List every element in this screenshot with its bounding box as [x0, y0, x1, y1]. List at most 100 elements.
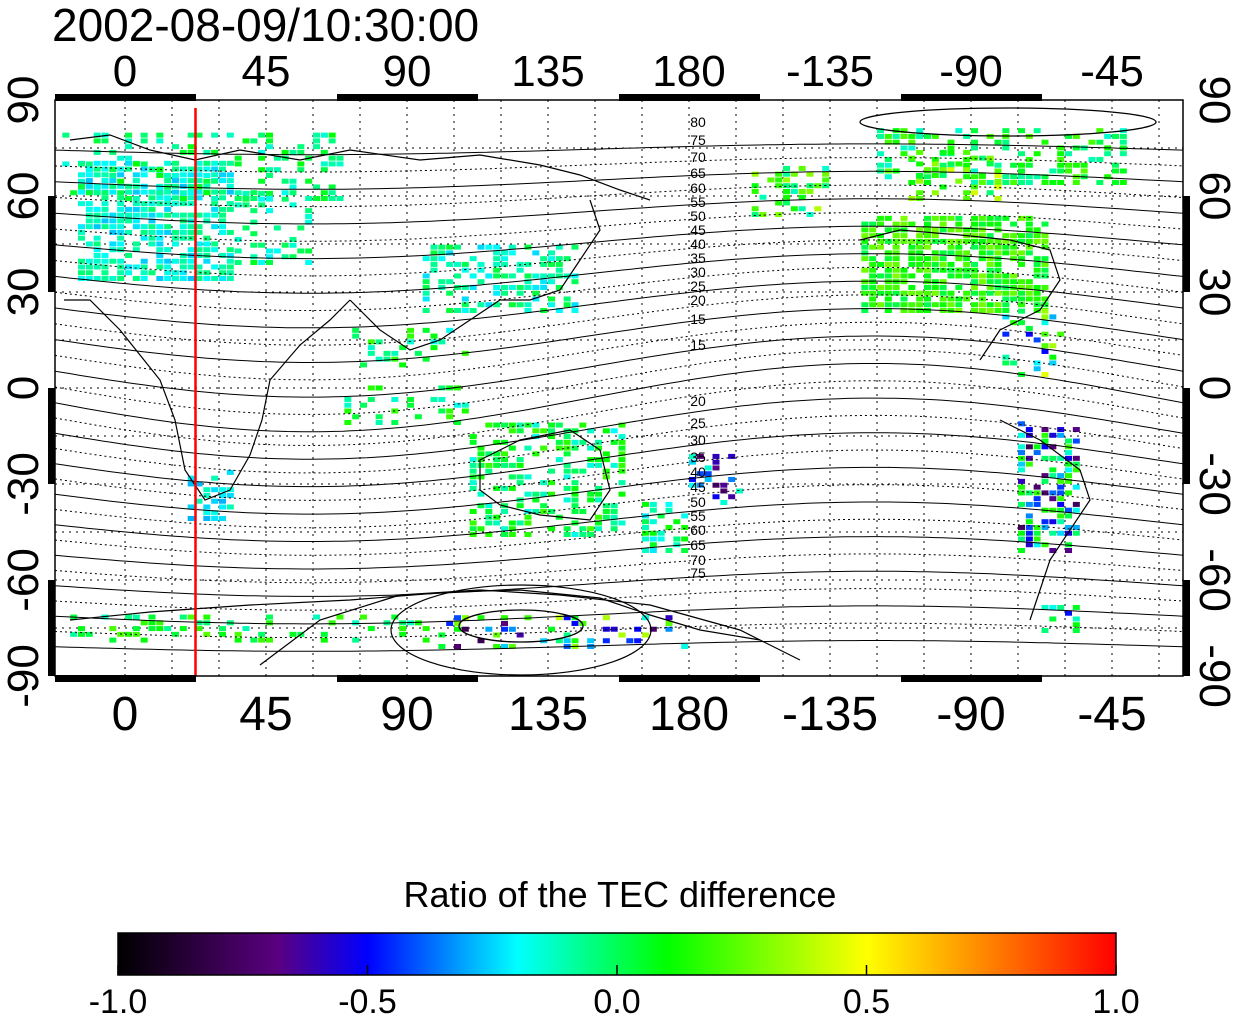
data-cell	[1033, 530, 1041, 536]
data-cell	[516, 302, 524, 308]
data-cell	[320, 190, 328, 196]
data-cell	[266, 138, 273, 144]
data-cell	[172, 270, 179, 276]
data-cell	[297, 225, 305, 231]
data-cell	[994, 139, 1002, 145]
data-cell	[861, 267, 869, 273]
data-cell	[78, 258, 85, 264]
data-cell	[908, 261, 916, 267]
coastline	[349, 199, 601, 351]
data-cell	[375, 356, 383, 362]
data-cell	[602, 626, 610, 632]
data-cell	[1065, 478, 1072, 484]
data-cell	[595, 457, 602, 463]
data-cell	[947, 250, 955, 256]
data-cell	[399, 362, 407, 368]
contour-line	[55, 363, 1183, 433]
data-cell	[320, 631, 328, 637]
data-cell	[352, 637, 360, 643]
data-cell	[501, 439, 508, 445]
data-cell	[117, 190, 125, 196]
data-cell	[148, 614, 156, 620]
data-cell	[1033, 337, 1041, 343]
data-cell	[1018, 168, 1025, 174]
data-cell	[344, 396, 352, 402]
data-cell	[203, 504, 211, 510]
data-cell	[971, 227, 978, 233]
data-cell	[955, 302, 963, 308]
data-cell	[1018, 432, 1025, 438]
data-cell	[916, 290, 924, 296]
data-cell	[172, 631, 179, 637]
data-cell	[924, 273, 931, 279]
data-cell	[665, 615, 673, 621]
data-cell	[563, 439, 571, 445]
data-cell	[720, 488, 728, 494]
data-cell	[125, 212, 132, 218]
data-cell	[571, 503, 579, 509]
data-cell	[994, 308, 1002, 313]
data-cell	[1033, 261, 1041, 267]
data-cell	[978, 155, 986, 161]
data-cell	[571, 468, 579, 474]
data-cell	[869, 221, 877, 227]
data-cell	[461, 267, 469, 273]
data-cell	[877, 151, 884, 157]
data-cell	[148, 218, 156, 224]
data-cell	[900, 233, 908, 239]
data-cell	[1065, 548, 1072, 553]
data-cell	[156, 138, 164, 144]
right-tick-label: 0	[1190, 376, 1239, 400]
data-cell	[978, 250, 986, 256]
data-cell	[1065, 450, 1072, 456]
coastlines	[64, 134, 1091, 666]
data-cell	[1018, 180, 1025, 185]
data-cell	[1025, 501, 1033, 507]
data-cell	[892, 302, 900, 308]
data-cell	[62, 132, 70, 138]
data-cell	[1002, 273, 1010, 279]
data-cell	[1112, 180, 1119, 185]
data-cell	[524, 279, 532, 285]
data-cell	[555, 615, 563, 621]
data-cell	[305, 178, 313, 184]
data-cell	[540, 256, 548, 262]
data-cell	[1072, 162, 1080, 168]
data-cell	[250, 208, 258, 214]
data-cell	[211, 166, 219, 172]
data-cell	[1049, 314, 1057, 320]
data-cell	[1033, 174, 1041, 180]
data-cell	[610, 514, 618, 520]
data-cell	[1041, 542, 1049, 548]
data-cell	[1018, 215, 1025, 221]
right-tick-label: 90	[1190, 76, 1239, 125]
data-cell	[360, 402, 367, 408]
data-cell	[610, 439, 618, 445]
data-cell	[994, 196, 1002, 201]
data-cell	[971, 180, 978, 185]
data-cell	[297, 144, 305, 150]
data-cell	[132, 212, 140, 218]
data-cell	[978, 221, 986, 227]
data-cell	[219, 276, 226, 281]
data-cell	[1025, 156, 1033, 162]
data-cell	[125, 206, 132, 212]
data-cell	[900, 267, 908, 273]
data-cell	[931, 172, 939, 178]
data-cell	[555, 422, 563, 428]
data-cell	[203, 247, 211, 253]
data-cell	[767, 177, 775, 183]
data-cell	[93, 138, 101, 144]
data-cell	[203, 614, 211, 620]
data-cell	[610, 508, 618, 514]
data-cell	[226, 276, 234, 281]
data-cell	[924, 308, 931, 313]
data-cell	[877, 233, 884, 239]
data-cell	[140, 270, 148, 276]
data-cell	[219, 264, 226, 270]
data-cell	[273, 225, 281, 231]
data-cell	[1041, 427, 1049, 433]
contour-line	[55, 212, 1183, 242]
contour-line	[55, 253, 1183, 294]
data-cell	[618, 520, 626, 526]
